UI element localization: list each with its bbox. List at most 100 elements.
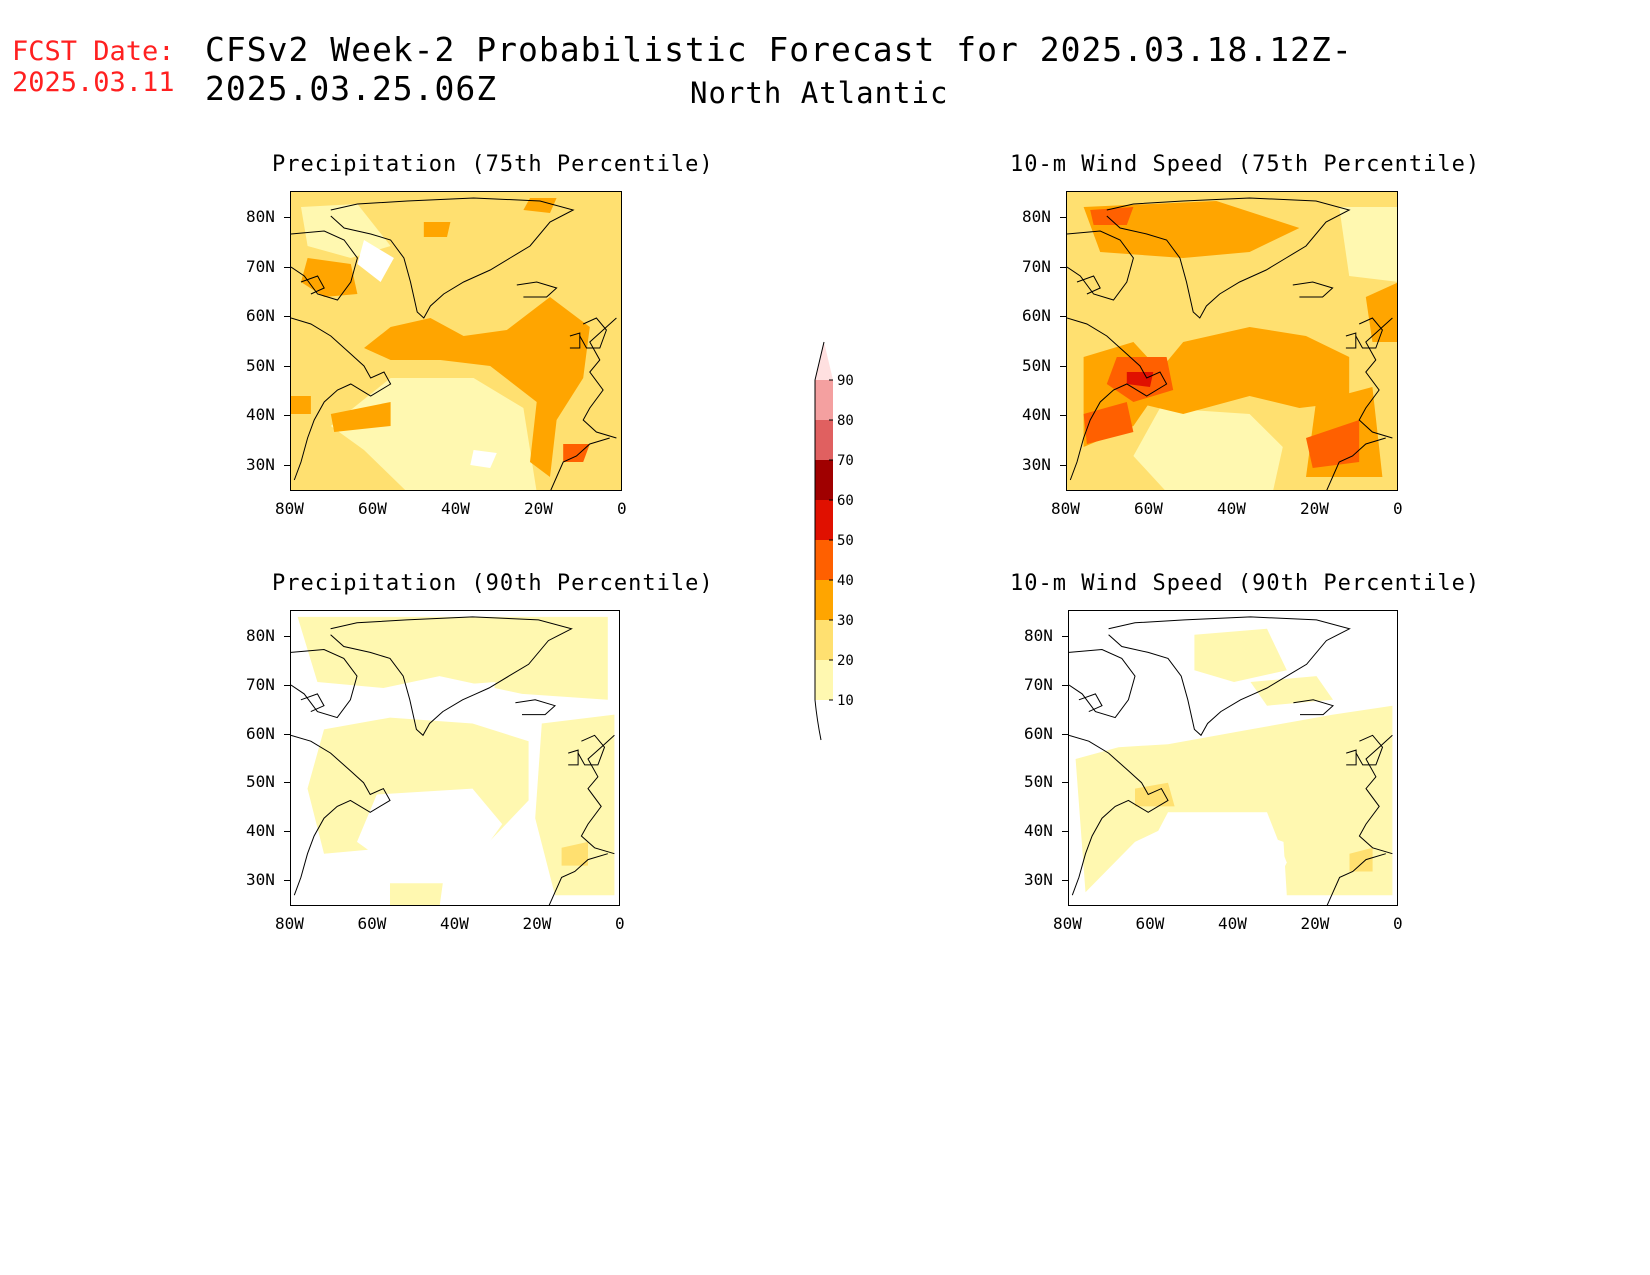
coastline-6 bbox=[550, 437, 610, 490]
lat-tick-label: 50N bbox=[1022, 355, 1051, 375]
lat-tick-label: 40N bbox=[1022, 405, 1051, 425]
lon-tick-label: 80W bbox=[1053, 914, 1082, 933]
lon-tick-label: 0 bbox=[1393, 499, 1403, 518]
lat-tick bbox=[284, 782, 290, 784]
colorbar-label-70: 70 bbox=[837, 453, 854, 469]
coastline-6 bbox=[548, 853, 608, 905]
lat-tick-label: 70N bbox=[246, 674, 275, 694]
shading-dark_orange-11 bbox=[1090, 207, 1134, 225]
lat-tick bbox=[1060, 266, 1066, 268]
coastline-2 bbox=[1069, 648, 1136, 719]
colorbar-label-10: 10 bbox=[837, 693, 854, 709]
colorbar-segment-40 bbox=[815, 540, 833, 580]
coastline-8 bbox=[569, 332, 581, 349]
shading-light-3 bbox=[535, 714, 615, 896]
coastline-1 bbox=[515, 699, 556, 716]
coastline-7 bbox=[579, 317, 607, 349]
forecast-date-value: 2025.03.11 bbox=[12, 67, 175, 98]
lat-tick-label: 50N bbox=[246, 355, 275, 375]
colorbar-label-90: 90 bbox=[837, 373, 854, 389]
colorbar-segment-60 bbox=[815, 460, 833, 500]
lat-tick bbox=[284, 465, 290, 466]
coastline-7 bbox=[577, 734, 606, 766]
lon-tick-label: 80W bbox=[275, 499, 304, 518]
coastline-4 bbox=[291, 734, 391, 896]
coastline-4 bbox=[1067, 317, 1168, 481]
lon-tick-label: 40W bbox=[441, 499, 470, 518]
forecast-date-label: FCST Date: bbox=[12, 36, 175, 67]
shading-orange-9 bbox=[291, 396, 311, 414]
colorbar-segment-10 bbox=[815, 660, 833, 700]
coastline-8 bbox=[1346, 749, 1357, 766]
lat-tick-label: 70N bbox=[246, 256, 275, 276]
shading-light-2 bbox=[1339, 207, 1397, 282]
shading-dark_orange-9 bbox=[1083, 402, 1134, 444]
lat-tick-label: 40N bbox=[246, 405, 275, 425]
colorbar-bottom-extension bbox=[814, 699, 822, 741]
coastline-3 bbox=[300, 693, 325, 713]
coastline-3 bbox=[1078, 693, 1103, 713]
coastline-1 bbox=[1293, 699, 1334, 716]
lon-tick-label: 40W bbox=[1217, 499, 1246, 518]
coastline-7 bbox=[1355, 317, 1383, 349]
lat-tick bbox=[1062, 684, 1068, 686]
lat-tick bbox=[1062, 880, 1068, 881]
colorbar-segment-80 bbox=[815, 380, 833, 420]
colorbar-label-80: 80 bbox=[837, 413, 854, 429]
lon-tick-label: 0 bbox=[615, 914, 625, 933]
coastline-2 bbox=[291, 230, 358, 301]
lon-tick-label: 20W bbox=[1300, 914, 1330, 933]
lon-tick-label: 60W bbox=[357, 914, 387, 933]
lat-tick bbox=[284, 733, 290, 735]
shading-white-4 bbox=[470, 450, 497, 468]
shading-yellow-7 bbox=[561, 841, 588, 866]
lon-tick-label: 60W bbox=[1135, 914, 1165, 933]
lon-tick-label: 0 bbox=[617, 499, 627, 518]
map-precip90 bbox=[290, 610, 620, 906]
lat-tick-label: 80N bbox=[246, 626, 275, 645]
colorbar-label-30: 30 bbox=[837, 613, 854, 629]
coastline-4 bbox=[291, 317, 392, 481]
coastline-5 bbox=[1358, 734, 1393, 855]
colorbar: 10 20 30 40 50 60 70 80 90 bbox=[814, 341, 854, 741]
shading-orange-6 bbox=[301, 258, 358, 297]
shading-orange-10 bbox=[330, 402, 391, 432]
lat-tick-label: 70N bbox=[1024, 674, 1053, 694]
lat-tick bbox=[1060, 365, 1066, 367]
forecast-date-block: FCST Date: 2025.03.11 bbox=[12, 36, 175, 98]
coastline-0 bbox=[330, 197, 575, 319]
coastline-1 bbox=[1292, 281, 1334, 298]
coastline-8 bbox=[568, 749, 579, 766]
shading-orange-7 bbox=[1365, 282, 1397, 342]
coastline-0 bbox=[1108, 616, 1351, 737]
lat-tick bbox=[1062, 782, 1068, 784]
lon-tick-label: 80W bbox=[1051, 499, 1080, 518]
lat-tick-label: 50N bbox=[1024, 772, 1053, 792]
lat-tick bbox=[284, 316, 290, 318]
shading-orange-4 bbox=[1133, 327, 1350, 414]
colorbar-segment-70 bbox=[815, 420, 833, 460]
coastline-3 bbox=[300, 275, 325, 295]
lat-tick-label: 60N bbox=[1022, 306, 1051, 326]
lon-tick-label: 0 bbox=[1393, 914, 1403, 933]
coastline-0 bbox=[330, 616, 573, 737]
coastline-2 bbox=[1067, 230, 1134, 301]
lat-tick bbox=[1062, 636, 1068, 637]
lat-tick-label: 40N bbox=[246, 821, 275, 841]
lon-tick-label: 20W bbox=[522, 914, 552, 933]
shading-white-3 bbox=[357, 240, 394, 282]
lon-tick-label: 60W bbox=[358, 499, 387, 518]
coastline-6 bbox=[1326, 853, 1386, 905]
lat-tick-label: 80N bbox=[1024, 626, 1053, 645]
shading-orange-8 bbox=[523, 198, 557, 213]
lat-tick bbox=[284, 684, 290, 686]
lat-tick-label: 80N bbox=[246, 207, 275, 226]
coastline-6 bbox=[1326, 437, 1386, 490]
lat-tick-label: 30N bbox=[246, 870, 275, 889]
colorbar-label-60: 60 bbox=[837, 493, 854, 509]
coastline-1 bbox=[516, 281, 558, 298]
lat-tick-label: 60N bbox=[246, 306, 275, 326]
lon-tick-label: 80W bbox=[275, 914, 304, 933]
coastline-5 bbox=[580, 734, 615, 855]
lat-tick bbox=[284, 365, 290, 367]
